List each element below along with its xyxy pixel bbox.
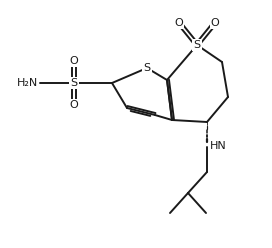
Text: O: O bbox=[70, 56, 78, 66]
Text: S: S bbox=[143, 63, 151, 73]
Text: H₂N: H₂N bbox=[17, 78, 38, 88]
Text: O: O bbox=[175, 18, 183, 28]
Text: O: O bbox=[211, 18, 220, 28]
Text: S: S bbox=[70, 78, 78, 88]
Text: S: S bbox=[193, 40, 200, 50]
Text: O: O bbox=[70, 100, 78, 110]
Text: HN: HN bbox=[210, 141, 227, 151]
